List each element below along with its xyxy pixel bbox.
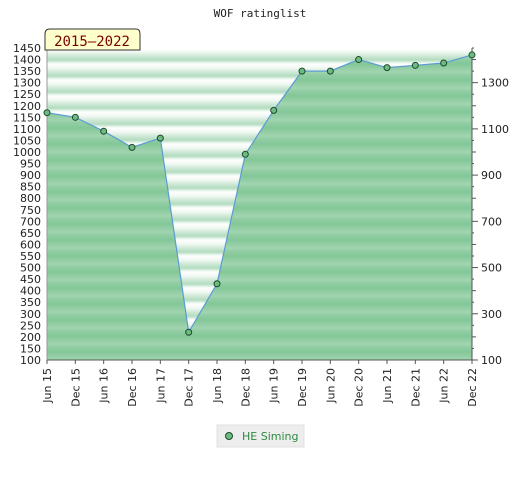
x-axis-tick-label: Dec 19 <box>296 368 309 407</box>
legend: HE Siming <box>216 424 305 448</box>
left-axis-tick-label: 150 <box>20 342 41 355</box>
left-axis-tick-label: 1150 <box>13 111 41 124</box>
period-label: 2015–2022 <box>54 34 130 50</box>
x-axis-tick-label: Jun 18 <box>211 368 224 404</box>
data-point <box>326 67 334 75</box>
left-axis-tick-label: 1000 <box>13 146 41 159</box>
right-axis-tick-label: 1300 <box>481 77 509 90</box>
right-axis-tick-label: 300 <box>481 308 502 321</box>
data-point <box>355 56 363 64</box>
left-axis-tick-label: 500 <box>20 262 41 275</box>
left-axis-tick-label: 100 <box>20 354 41 367</box>
left-axis-tick-label: 450 <box>20 273 41 286</box>
left-axis-tick-label: 650 <box>20 227 41 240</box>
left-axis-tick-label: 350 <box>20 296 41 309</box>
left-axis-tick-label: 750 <box>20 204 41 217</box>
x-axis-tick-label: Jun 21 <box>381 368 394 404</box>
right-axis-tick-label: 700 <box>481 215 502 228</box>
data-point <box>213 280 221 288</box>
x-axis-tick-label: Dec 17 <box>183 368 196 407</box>
right-axis-tick-label: 900 <box>481 169 502 182</box>
left-axis-tick-label: 1450 <box>13 42 41 55</box>
left-axis-tick-label: 700 <box>20 215 41 228</box>
legend-marker-icon <box>225 432 233 440</box>
series-line <box>46 54 473 335</box>
x-axis-tick-label: Dec 18 <box>239 368 252 407</box>
period-box: 2015–2022 <box>44 28 141 51</box>
chart-title: WOF ratinglist <box>214 7 307 20</box>
left-axis-tick-label: 600 <box>20 238 41 251</box>
data-point <box>128 143 136 151</box>
left-axis-tick-label: 1050 <box>13 134 41 147</box>
left-axis-tick-label: 850 <box>20 181 41 194</box>
left-axis-tick-label: 800 <box>20 192 41 205</box>
x-axis-tick-label: Jun 17 <box>154 368 167 404</box>
x-axis-tick-label: Dec 16 <box>126 368 139 407</box>
x-axis-tick-label: Dec 21 <box>409 368 422 407</box>
left-axis-tick-label: 900 <box>20 169 41 182</box>
x-axis-tick-label: Dec 20 <box>353 368 366 407</box>
left-axis-tick-label: 1250 <box>13 88 41 101</box>
x-axis-tick-label: Jun 19 <box>268 368 281 404</box>
series-area <box>47 54 472 361</box>
left-axis-tick-label: 250 <box>20 319 41 332</box>
data-point <box>71 113 79 121</box>
x-axis-tick-label: Jun 16 <box>98 368 111 404</box>
legend-series-label: HE Siming <box>242 430 298 443</box>
right-axis-tick-label: 100 <box>481 354 502 367</box>
left-axis-tick-label: 400 <box>20 285 41 298</box>
data-point <box>270 106 278 114</box>
left-axis-tick-label: 1400 <box>13 54 41 67</box>
data-point <box>468 51 476 59</box>
data-point <box>43 109 51 117</box>
left-axis-tick-label: 200 <box>20 331 41 344</box>
data-point <box>411 61 419 69</box>
data-point <box>156 134 164 142</box>
x-axis-tick-label: Jun 15 <box>41 368 54 404</box>
x-axis-tick-label: Jun 22 <box>438 368 451 404</box>
left-axis-tick-label: 1300 <box>13 77 41 90</box>
x-axis-tick-label: Dec 15 <box>69 368 82 407</box>
data-point <box>440 59 448 67</box>
right-axis-tick-label: 1100 <box>481 123 509 136</box>
data-point <box>383 64 391 72</box>
data-point <box>185 328 193 336</box>
x-axis-tick-label: Dec 22 <box>466 368 479 407</box>
left-axis-tick-label: 950 <box>20 158 41 171</box>
left-axis-tick-label: 1100 <box>13 123 41 136</box>
left-axis-tick-label: 1350 <box>13 65 41 78</box>
left-axis-tick-label: 300 <box>20 308 41 321</box>
legend-box <box>216 424 305 448</box>
left-axis-tick-label: 550 <box>20 250 41 263</box>
data-point <box>298 67 306 75</box>
right-axis-tick-label: 500 <box>481 262 502 275</box>
left-axis-tick-label: 1200 <box>13 100 41 113</box>
data-point <box>100 127 108 135</box>
data-point <box>241 150 249 158</box>
x-axis-tick-label: Jun 20 <box>324 368 337 404</box>
